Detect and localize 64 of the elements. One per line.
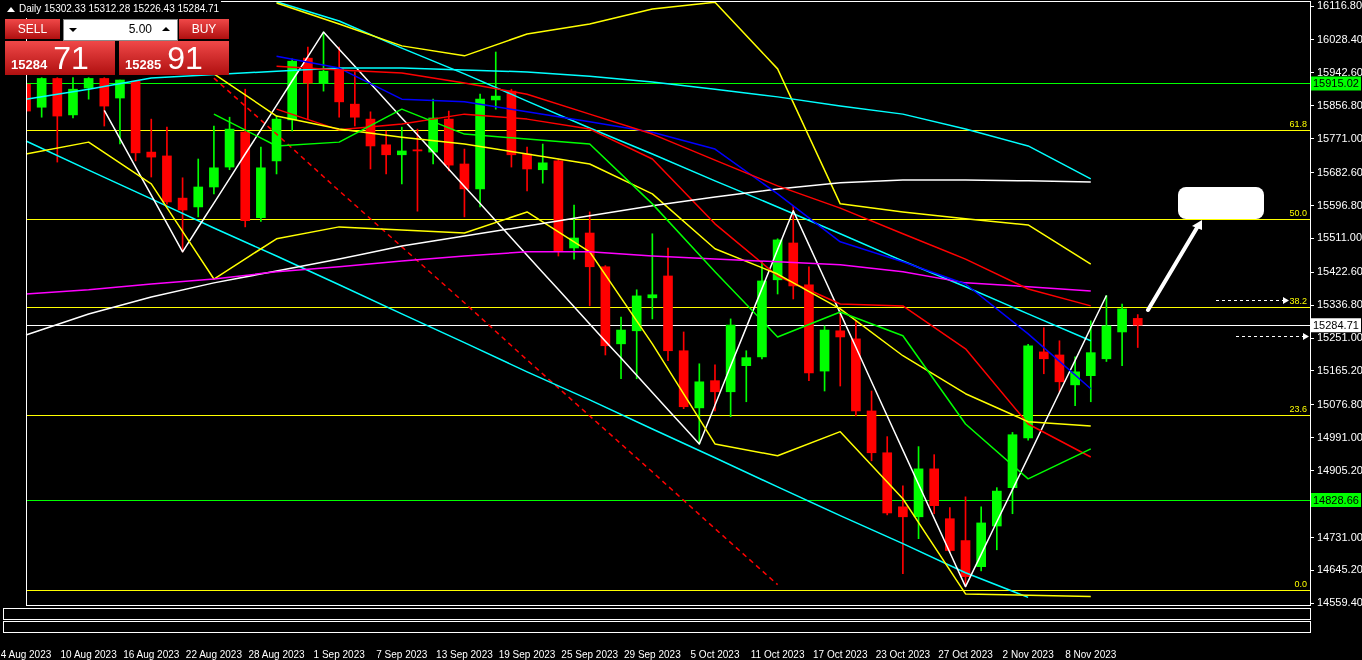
y-tick-label: 14991.00: [1317, 430, 1362, 443]
candlestick: [741, 350, 752, 403]
candlestick: [898, 485, 908, 574]
annotation: 50.0: [1289, 207, 1307, 218]
annotation: 23.6: [1289, 403, 1307, 414]
y-tick-label: 14731.00: [1317, 530, 1362, 543]
sell-price-box: 15284 71: [5, 41, 115, 75]
annotation: 71: [53, 40, 89, 76]
x-tick-label: 10 Aug 2023: [60, 648, 118, 660]
x-tick-label: 4 Aug 2023: [0, 648, 52, 660]
x-tick-label: 25 Sep 2023: [561, 648, 619, 660]
x-tick-label: 23 Oct 2023: [875, 648, 931, 660]
x-tick-label: 16 Aug 2023: [123, 648, 180, 660]
annotation: 15285: [125, 57, 162, 72]
x-tick-label: 11 Oct 2023: [750, 648, 805, 660]
y-tick-label: 15422.60: [1317, 265, 1362, 278]
candlestick: [396, 126, 407, 185]
y-tick-label: 15251.00: [1317, 331, 1362, 344]
y-tick-label: 15771.00: [1317, 131, 1362, 144]
candlestick: [146, 118, 157, 178]
y-tick-label: 15942.60: [1317, 65, 1362, 78]
y-tick-label: 14905.20: [1317, 463, 1362, 476]
x-tick-label: 22 Aug 2023: [185, 648, 243, 660]
candlestick: [1038, 327, 1049, 375]
x-tick-label: 5 Oct 2023: [690, 648, 740, 660]
x-tick-label: 19 Sep 2023: [498, 648, 556, 660]
y-tick-label: 14559.40: [1317, 596, 1362, 609]
annotation: 15284: [11, 57, 48, 72]
lot-size-field: 5.00: [63, 19, 178, 41]
x-tick-label: 28 Aug 2023: [248, 648, 306, 660]
y-tick-label: 15336.80: [1317, 298, 1362, 311]
line-series: [213, 77, 779, 586]
annotation: 0.0: [1294, 578, 1307, 589]
x-tick-label: 1 Sep 2023: [313, 648, 366, 660]
y-tick-label: 16028.40: [1317, 32, 1362, 45]
y-tick-label: 15165.20: [1317, 364, 1362, 377]
y-tick-label: 15682.60: [1317, 165, 1362, 178]
ref-line-label: 15915.02: [1313, 76, 1359, 89]
x-tick-label: 27 Oct 2023: [938, 648, 994, 660]
y-tick-label: 15076.80: [1317, 397, 1362, 410]
y-tick-label: 15596.80: [1317, 198, 1362, 211]
candlestick: [835, 310, 846, 387]
buy-button: BUY: [179, 19, 229, 39]
buy-price-box: 15285 91: [119, 41, 229, 75]
annotation: 5.00: [127, 22, 152, 36]
y-tick-label: 16116.80: [1317, 0, 1362, 12]
x-tick-label: 8 Nov 2023: [1065, 648, 1117, 660]
y-tick-label: 14645.20: [1317, 563, 1362, 576]
x-tick-label: 2 Nov 2023: [1002, 648, 1055, 660]
candlestick: [537, 143, 548, 184]
chart-title: Daily 15302.33 15312.28 15226.43 15284.71: [17, 0, 222, 18]
annotation: 91: [167, 40, 203, 76]
y-tick-label: 15856.80: [1317, 98, 1362, 111]
x-tick-label: 17 Oct 2023: [813, 648, 868, 660]
ref-line-label: 14828.66: [1313, 493, 1359, 506]
candlestick: [1132, 314, 1143, 348]
x-tick-label: 7 Sep 2023: [376, 648, 428, 660]
ref-line-label: 15284.71: [1313, 318, 1359, 331]
x-tick-label: 13 Sep 2023: [436, 648, 494, 660]
annotation: 38.2: [1289, 296, 1307, 307]
y-tick-label: 15511.00: [1317, 231, 1362, 244]
annotation: 61.8: [1289, 118, 1307, 129]
x-tick-label: 29 Sep 2023: [623, 648, 682, 660]
sell-button: SELL: [5, 19, 60, 39]
